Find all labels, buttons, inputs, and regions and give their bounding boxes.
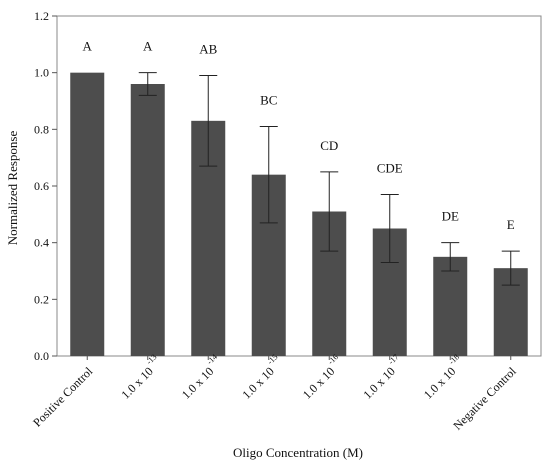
y-axis-title: Normalized Response (5, 131, 20, 246)
error-bars (138, 72, 520, 286)
x-tick-label-text: Negative Control (450, 364, 519, 433)
bar (130, 84, 165, 356)
bar (70, 72, 105, 357)
x-tick-label-text: 1.0 x 10 (421, 364, 458, 401)
significance-label: AB (199, 42, 217, 57)
significance-label: A (143, 39, 153, 54)
significance-label: CDE (377, 161, 403, 176)
x-tick-label: Negative Control (450, 364, 519, 433)
significance-label: CD (320, 138, 338, 153)
y-tick-label: 1.2 (34, 9, 49, 23)
x-tick-label: 1.0 x 10-17 (360, 352, 400, 401)
x-tick-label-text: 1.0 x 10 (300, 364, 337, 401)
y-tick-label: 0.8 (34, 122, 49, 136)
significance-label: BC (260, 93, 277, 108)
y-axis: 0.0 0.2 0.4 0.6 0.8 1.0 1.2 (34, 9, 57, 363)
y-tick-label: 0.2 (34, 292, 49, 306)
y-tick-label: 0.0 (34, 349, 49, 363)
bar (433, 256, 468, 356)
x-tick-label-text: Positive Control (30, 364, 96, 430)
x-axis: Positive Control 1.0 x 10-131.0 x 10-141.… (30, 352, 519, 432)
x-tick-label: 1.0 x 10-16 (300, 352, 340, 401)
x-tick-label: 1.0 x 10-15 (239, 352, 279, 401)
x-tick-label: 1.0 x 10-14 (179, 352, 219, 401)
significance-label: E (507, 217, 515, 232)
x-tick-label-text: 1.0 x 10 (360, 364, 397, 401)
x-tick-label-text: 1.0 x 10 (239, 364, 276, 401)
y-tick-label: 0.6 (34, 179, 49, 193)
bars (70, 72, 528, 357)
x-tick-label-text: 1.0 x 10 (179, 364, 216, 401)
plot-frame (56, 15, 542, 357)
x-tick-label: 1.0 x 10-18 (421, 352, 461, 401)
y-tick-label: 0.4 (34, 236, 49, 250)
x-tick-label-text: 1.0 x 10 (118, 364, 155, 401)
x-tick-label: Positive Control (30, 364, 96, 430)
x-tick-label: 1.0 x 10-13 (118, 352, 158, 401)
significance-label: A (83, 39, 93, 54)
x-axis-title: Oligo Concentration (M) (233, 445, 363, 460)
plot-border (56, 15, 542, 357)
significance-label: DE (442, 209, 459, 224)
y-tick-label: 1.0 (34, 66, 49, 80)
significance-labels: A A AB BC CD CDE DE E (83, 39, 515, 233)
